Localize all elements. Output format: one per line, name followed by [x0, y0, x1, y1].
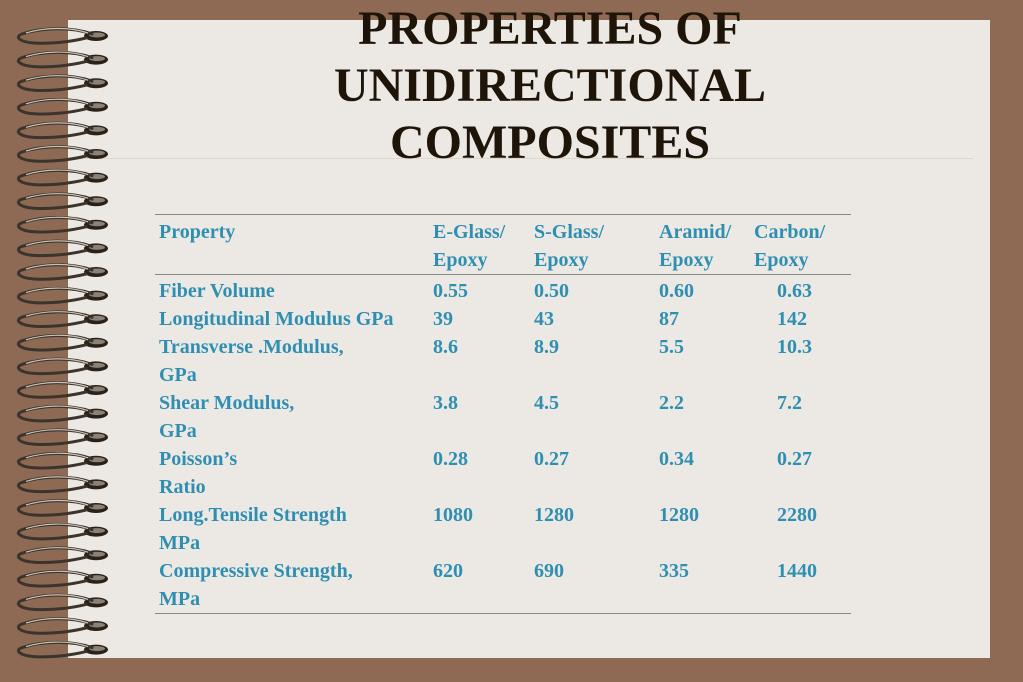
- table-row: Poisson’s Ratio 0.28 0.27 0.34 0.27: [155, 445, 851, 501]
- spiral-ring-icon: [17, 546, 108, 564]
- title-line-1: PROPERTIES OF: [358, 2, 742, 55]
- spiral-ring-icon: [17, 428, 108, 446]
- spiral-ring-icon: [17, 499, 108, 517]
- spiral-ring-icon: [17, 357, 108, 376]
- spiral-ring-icon: [17, 168, 108, 187]
- table-row: Longitudinal Modulus GPa 39 43 87 142: [155, 305, 851, 333]
- header-property: Property: [159, 221, 236, 243]
- cell-carbon: 142: [777, 308, 807, 330]
- cell-aramid: 0.34: [659, 448, 694, 470]
- cell-s-glass: 0.27: [534, 448, 569, 470]
- cell-e-glass: 3.8: [433, 392, 458, 414]
- page-rule-line: [68, 158, 973, 159]
- cell-e-glass: 39: [433, 308, 453, 330]
- spiral-ring-icon: [17, 570, 108, 588]
- spiral-ring-icon: [17, 640, 108, 659]
- cell-s-glass: 8.9: [534, 336, 559, 358]
- cell-aramid: 335: [659, 560, 689, 582]
- properties-table: Property E-Glass/Epoxy S-Glass/Epoxy Ara…: [155, 214, 851, 614]
- spiral-binding-icon: [17, 27, 108, 659]
- spiral-ring-icon: [17, 475, 108, 494]
- cell-aramid: 0.60: [659, 280, 694, 302]
- cell-carbon: 7.2: [777, 392, 802, 414]
- table-row: Shear Modulus, GPa 3.8 4.5 2.2 7.2: [155, 389, 851, 445]
- cell-carbon: 10.3: [777, 336, 812, 358]
- slide-title: PROPERTIES OF UNIDIRECTIONAL COMPOSITES: [170, 0, 930, 171]
- header-e-glass: E-Glass/Epoxy: [433, 221, 506, 271]
- spiral-ring-icon: [17, 593, 108, 612]
- spiral-ring-icon: [17, 192, 108, 210]
- spiral-ring-icon: [17, 286, 108, 305]
- row-property: Transverse .Modulus, GPa: [159, 336, 344, 386]
- cell-carbon: 0.63: [777, 280, 812, 302]
- spiral-ring-icon: [17, 239, 108, 258]
- spiral-ring-icon: [17, 27, 108, 45]
- cell-carbon: 1440: [777, 560, 817, 582]
- table-row: Long.Tensile Strength MPa 1080 1280 1280 …: [155, 501, 851, 557]
- cell-carbon: 0.27: [777, 448, 812, 470]
- row-property: Long.Tensile Strength MPa: [159, 504, 347, 554]
- row-property: Compressive Strength, MPa: [159, 560, 353, 610]
- cell-aramid: 1280: [659, 504, 699, 526]
- header-s-glass: S-Glass/Epoxy: [534, 221, 605, 271]
- header-aramid: Aramid/Epoxy: [659, 221, 732, 271]
- cell-e-glass: 1080: [433, 504, 473, 526]
- cell-aramid: 87: [659, 308, 679, 330]
- spiral-ring-icon: [17, 617, 108, 635]
- row-property: Longitudinal Modulus GPa: [159, 308, 394, 330]
- spiral-ring-icon: [17, 522, 108, 541]
- cell-e-glass: 8.6: [433, 336, 458, 358]
- header-carbon: Carbon/Epoxy: [754, 221, 826, 271]
- table-row: Fiber Volume 0.55 0.50 0.60 0.63: [155, 275, 851, 306]
- cell-e-glass: 0.55: [433, 280, 468, 302]
- spiral-ring-icon: [17, 98, 108, 116]
- cell-s-glass: 43: [534, 308, 554, 330]
- cell-s-glass: 690: [534, 560, 564, 582]
- cell-e-glass: 0.28: [433, 448, 468, 470]
- spiral-ring-icon: [17, 381, 108, 399]
- spiral-ring-icon: [17, 145, 108, 163]
- cell-s-glass: 1280: [534, 504, 574, 526]
- spiral-ring-icon: [17, 121, 108, 140]
- cell-s-glass: 0.50: [534, 280, 569, 302]
- spiral-ring-icon: [17, 310, 108, 328]
- cell-aramid: 2.2: [659, 392, 684, 414]
- row-property: Poisson’s Ratio: [159, 448, 238, 498]
- spiral-ring-icon: [17, 334, 108, 352]
- row-property: Fiber Volume: [159, 280, 275, 302]
- spiral-ring-icon: [17, 404, 108, 423]
- table-row: Transverse .Modulus, GPa 8.6 8.9 5.5 10.3: [155, 333, 851, 389]
- spiral-ring-icon: [17, 263, 108, 281]
- cell-s-glass: 4.5: [534, 392, 559, 414]
- cell-aramid: 5.5: [659, 336, 684, 358]
- row-property: Shear Modulus, GPa: [159, 392, 295, 442]
- cell-e-glass: 620: [433, 560, 463, 582]
- table-header-row: Property E-Glass/Epoxy S-Glass/Epoxy Ara…: [155, 214, 851, 275]
- spiral-ring-icon: [17, 452, 108, 470]
- spiral-ring-icon: [17, 50, 108, 69]
- spiral-ring-icon: [17, 74, 108, 92]
- spiral-ring-icon: [17, 216, 108, 234]
- notebook-page: [68, 20, 990, 658]
- title-line-2: UNIDIRECTIONAL: [333, 59, 767, 112]
- table-row: Compressive Strength, MPa 620 690 335 144…: [155, 557, 851, 614]
- title-line-3: COMPOSITES: [389, 116, 711, 169]
- cell-carbon: 2280: [777, 504, 817, 526]
